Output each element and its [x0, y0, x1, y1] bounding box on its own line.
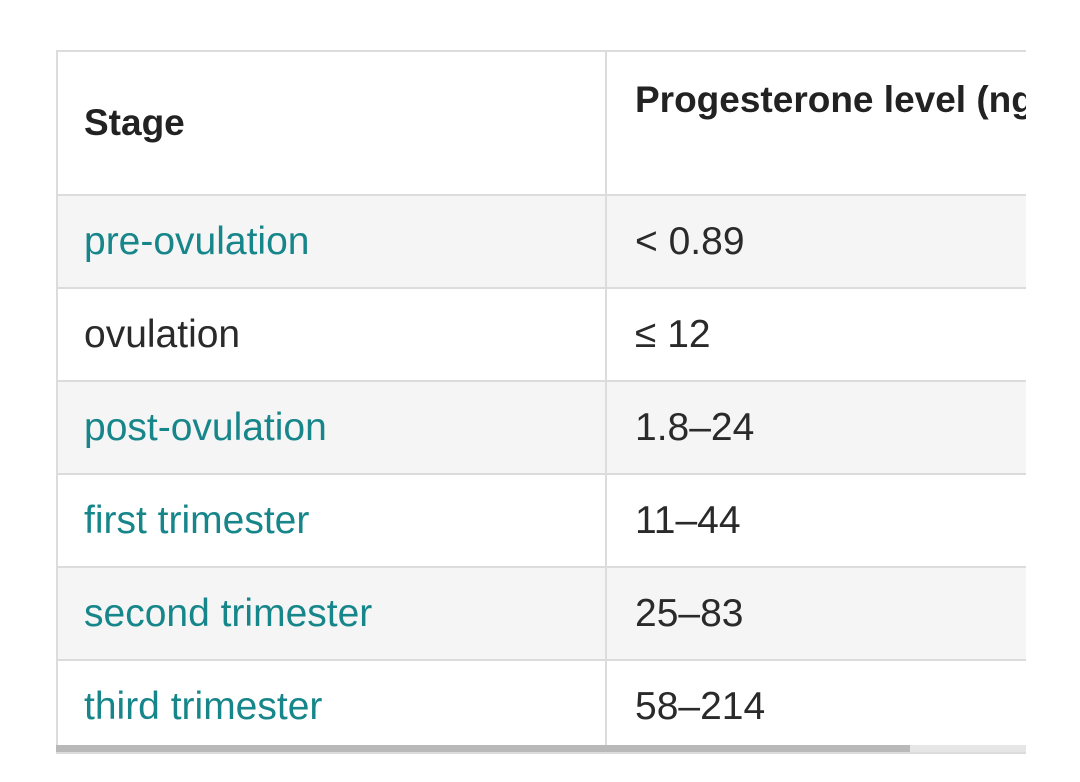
table-row: pre-ovulation < 0.89: [58, 196, 1026, 289]
stage-text-ovulation: ovulation: [84, 312, 241, 356]
stage-cell: first trimester: [58, 475, 607, 566]
stage-link-post-ovulation[interactable]: post-ovulation: [84, 405, 327, 449]
stage-link-second-trimester[interactable]: second trimester: [84, 591, 373, 635]
column-header-stage: Stage: [58, 52, 607, 194]
level-cell: 58–214: [635, 684, 766, 728]
table-row: ovulation ≤ 12: [58, 289, 1026, 382]
table-row: first trimester 11–44: [58, 475, 1026, 568]
stage-cell: third trimester: [58, 661, 607, 752]
table-scroll-container[interactable]: Stage Progesterone level (ng/mL) pre-ovu…: [56, 50, 1026, 755]
stage-link-pre-ovulation[interactable]: pre-ovulation: [84, 219, 310, 263]
level-cell: 1.8–24: [635, 405, 755, 449]
level-cell: 25–83: [635, 591, 744, 635]
horizontal-scrollbar-thumb[interactable]: [56, 745, 910, 752]
progesterone-table: Stage Progesterone level (ng/mL) pre-ovu…: [56, 50, 1026, 754]
column-header-progesterone-level: Progesterone level (ng/mL): [635, 79, 1026, 120]
level-cell: 11–44: [635, 498, 741, 542]
stage-cell: second trimester: [58, 568, 607, 659]
table-row: post-ovulation 1.8–24: [58, 382, 1026, 475]
stage-cell: pre-ovulation: [58, 196, 607, 287]
table-row: second trimester 25–83: [58, 568, 1026, 661]
horizontal-scrollbar[interactable]: [56, 745, 1026, 752]
stage-cell: post-ovulation: [58, 382, 607, 473]
stage-link-first-trimester[interactable]: first trimester: [84, 498, 310, 542]
level-cell: ≤ 12: [635, 312, 711, 356]
table-header-row: Stage Progesterone level (ng/mL): [58, 52, 1026, 196]
stage-cell: ovulation: [58, 289, 607, 380]
level-cell: < 0.89: [635, 219, 745, 263]
stage-link-third-trimester[interactable]: third trimester: [84, 684, 323, 728]
table-row: third trimester 58–214: [58, 661, 1026, 754]
